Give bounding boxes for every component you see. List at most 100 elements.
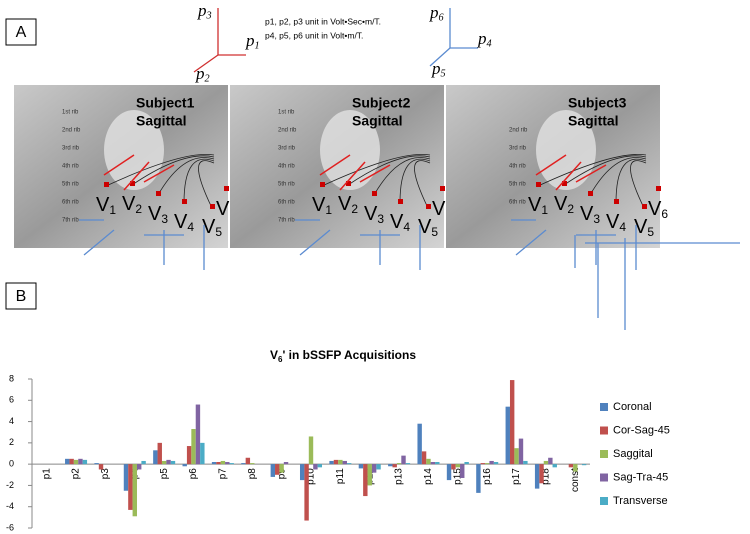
legend-swatch <box>600 497 608 505</box>
chart-title-sub: 6 <box>278 355 283 364</box>
bar <box>371 464 377 473</box>
subject-view: Sagittal <box>352 113 403 129</box>
x-tick-label: p9 <box>276 468 287 480</box>
panel-label: B <box>16 288 27 305</box>
bar <box>304 464 309 521</box>
lead-label-sub: 3 <box>593 212 600 226</box>
x-tick-label: p14 <box>423 468 434 485</box>
bar <box>552 464 557 468</box>
bar <box>132 464 137 517</box>
lead-label-main: V <box>174 211 188 233</box>
bar <box>523 460 528 465</box>
axis-label-sub: 4 <box>487 39 492 50</box>
axis-label-main: p <box>195 64 205 83</box>
lead-label: V6 <box>648 198 668 221</box>
legend-swatch <box>600 426 608 435</box>
bar <box>435 462 440 465</box>
electrode <box>426 204 431 209</box>
lead-wire <box>563 155 647 186</box>
bar <box>241 463 246 465</box>
lead-wire <box>630 160 647 209</box>
electrode <box>104 182 109 187</box>
bar <box>534 464 540 489</box>
lead-wire <box>347 155 431 186</box>
bar <box>476 464 481 493</box>
lead-label-sub: 2 <box>135 202 142 216</box>
bar <box>329 460 334 465</box>
bar <box>480 463 486 465</box>
bar <box>509 380 515 465</box>
legend-swatch <box>600 473 608 482</box>
y-tick-label: 2 <box>9 437 14 447</box>
lead-wire <box>537 154 647 187</box>
bar <box>426 458 431 465</box>
electrode <box>224 186 229 191</box>
lead-label-sub: 4 <box>619 220 626 234</box>
bar <box>186 446 192 465</box>
x-tick-label: p3 <box>100 468 111 480</box>
heart-shape <box>320 110 380 190</box>
vector-arrow <box>575 164 607 183</box>
chart-title: V6' in bSSFP Acquisitions <box>270 348 416 364</box>
electrode <box>156 191 161 196</box>
bar <box>94 463 99 465</box>
vector-arrow <box>515 229 547 256</box>
subject-name: Subject2 <box>352 95 411 111</box>
legend-label: Cor-Sag-45 <box>613 424 670 436</box>
rib-label: 6th rib <box>509 200 526 206</box>
axis-label: p2 <box>195 64 210 85</box>
electrode <box>614 199 619 204</box>
axis-label-sub: 3 <box>206 11 212 22</box>
bar <box>505 406 510 465</box>
rib-label: 1st rib <box>62 110 79 116</box>
axis-label-main: p <box>245 31 255 50</box>
lead-label-sub: 2 <box>567 202 574 216</box>
bar <box>69 458 74 465</box>
lead-label: V2 <box>122 193 142 216</box>
lead-wire <box>321 154 431 187</box>
bar <box>313 464 318 470</box>
rib-label: 5th rib <box>62 182 79 188</box>
vector-arrow <box>319 154 351 176</box>
electrode <box>182 199 187 204</box>
lead-label-sub: 1 <box>541 203 548 217</box>
legend-label: Transverse <box>613 495 668 507</box>
vector-arrow <box>83 229 115 256</box>
lead-label: V3 <box>364 203 384 226</box>
bar <box>141 460 146 465</box>
bar <box>392 464 397 468</box>
vector-arrow <box>123 161 150 191</box>
bar <box>279 464 284 473</box>
rib-label: 4th rib <box>509 164 526 170</box>
lead-wire <box>131 155 215 186</box>
bar <box>200 442 205 465</box>
lead-label-main: V <box>580 203 594 225</box>
lead-label-main: V <box>418 216 432 238</box>
bar <box>363 464 368 497</box>
lead-wire <box>198 160 215 209</box>
vector-arrow <box>103 154 135 176</box>
lead-label: V1 <box>96 194 116 217</box>
y-tick-label: 6 <box>9 395 14 405</box>
bar <box>514 448 519 465</box>
bar <box>342 460 347 465</box>
y-tick-label: 4 <box>9 416 14 426</box>
x-tick-label: p2 <box>71 468 82 480</box>
lead-label-main: V <box>338 193 352 215</box>
rib-label: 4th rib <box>62 164 79 170</box>
x-tick-label: p10 <box>306 468 317 485</box>
x-tick-label: p8 <box>247 468 258 480</box>
lead-wire <box>183 158 215 204</box>
unit-note: p1, p2, p3 unit in Volt•Sec•m/T. <box>265 16 381 26</box>
bar <box>220 460 226 465</box>
electrode <box>320 182 325 187</box>
bar <box>182 464 187 467</box>
heart-shape <box>536 110 596 190</box>
rib-label: 4th rib <box>278 164 295 170</box>
bar <box>275 464 280 475</box>
lead-label-sub: 2 <box>351 202 358 216</box>
rib-label: 5th rib <box>278 182 295 188</box>
lead-label-main: V <box>606 211 620 233</box>
lead-label-sub: 3 <box>377 212 384 226</box>
